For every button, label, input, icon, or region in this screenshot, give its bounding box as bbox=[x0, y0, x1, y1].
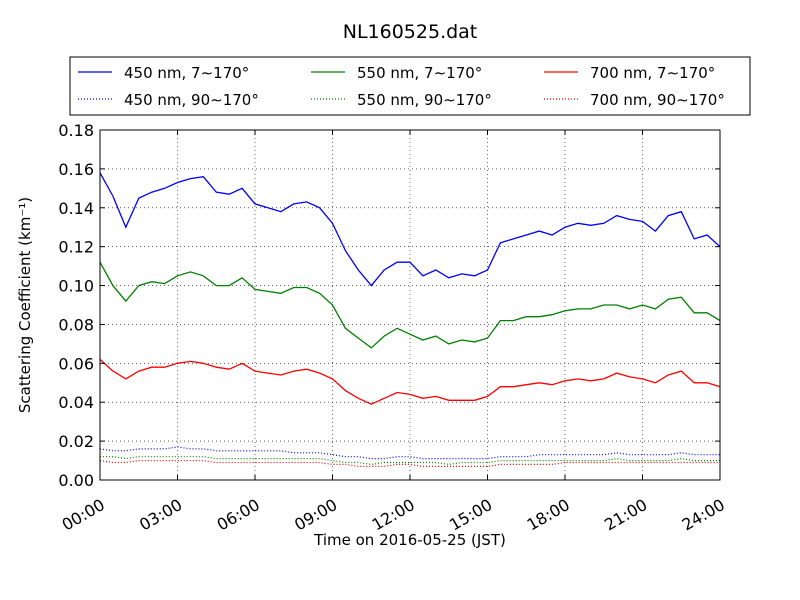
series-lines bbox=[99, 172, 721, 467]
legend-label-5: 700 nm, 7∼170° bbox=[590, 64, 715, 82]
x-axis-tick-labels: 00:00 03:00 06:00 09:00 12:00 15:00 18:00 21:00… bbox=[59, 495, 728, 535]
legend-box bbox=[69, 56, 751, 116]
x-tick-label: 18:00 bbox=[524, 495, 573, 535]
x-tick-label: 15:00 bbox=[446, 495, 495, 535]
chart-title: NL160525.dat bbox=[343, 21, 478, 43]
y-tick-label: 0.00 bbox=[58, 471, 94, 490]
y-axis-label: Scattering Coefficient (km⁻¹) bbox=[16, 197, 34, 413]
x-axis-label: Time on 2016-05-25 (JST) bbox=[313, 531, 506, 549]
y-axis-tick-labels: 0.00 0.02 0.04 0.06 0.08 0.10 0.12 0.14 0.16 0.18 bbox=[58, 121, 94, 490]
legend-label-3: 550 nm, 7∼170° bbox=[357, 64, 482, 82]
y-tick-label: 0.10 bbox=[58, 277, 94, 296]
legend-label-4: 550 nm, 90∼170° bbox=[357, 91, 492, 109]
x-tick-label: 24:00 bbox=[679, 495, 728, 535]
x-tick-label: 06:00 bbox=[214, 495, 263, 535]
y-tick-label: 0.16 bbox=[58, 160, 94, 179]
y-tick-label: 0.02 bbox=[58, 432, 94, 451]
legend-label-1: 450 nm, 7∼170° bbox=[124, 64, 249, 82]
series-line-6 bbox=[99, 460, 720, 467]
y-tick-label: 0.14 bbox=[58, 199, 94, 218]
y-tick-label: 0.08 bbox=[58, 315, 94, 334]
y-tick-label: 0.04 bbox=[58, 393, 94, 412]
x-tick-label: 00:00 bbox=[59, 495, 108, 535]
legend: 450 nm, 7∼170° 450 nm, 90∼170° 550 nm, 7∼1… bbox=[69, 56, 751, 116]
series-line-5 bbox=[99, 358, 721, 405]
x-tick-label: 03:00 bbox=[136, 495, 185, 535]
x-tick-label: 12:00 bbox=[369, 495, 418, 535]
grid bbox=[99, 129, 721, 481]
legend-label-6: 700 nm, 90∼170° bbox=[590, 91, 725, 109]
legend-label-2: 450 nm, 90∼170° bbox=[124, 91, 259, 109]
y-tick-label: 0.12 bbox=[58, 238, 94, 257]
axis-ticks bbox=[99, 129, 721, 481]
series-line-1 bbox=[99, 172, 721, 287]
x-tick-label: 21:00 bbox=[601, 495, 650, 535]
y-tick-label: 0.06 bbox=[58, 354, 94, 373]
series-line-3 bbox=[99, 261, 721, 349]
y-tick-label: 0.18 bbox=[58, 121, 94, 140]
x-tick-label: 09:00 bbox=[291, 495, 340, 535]
